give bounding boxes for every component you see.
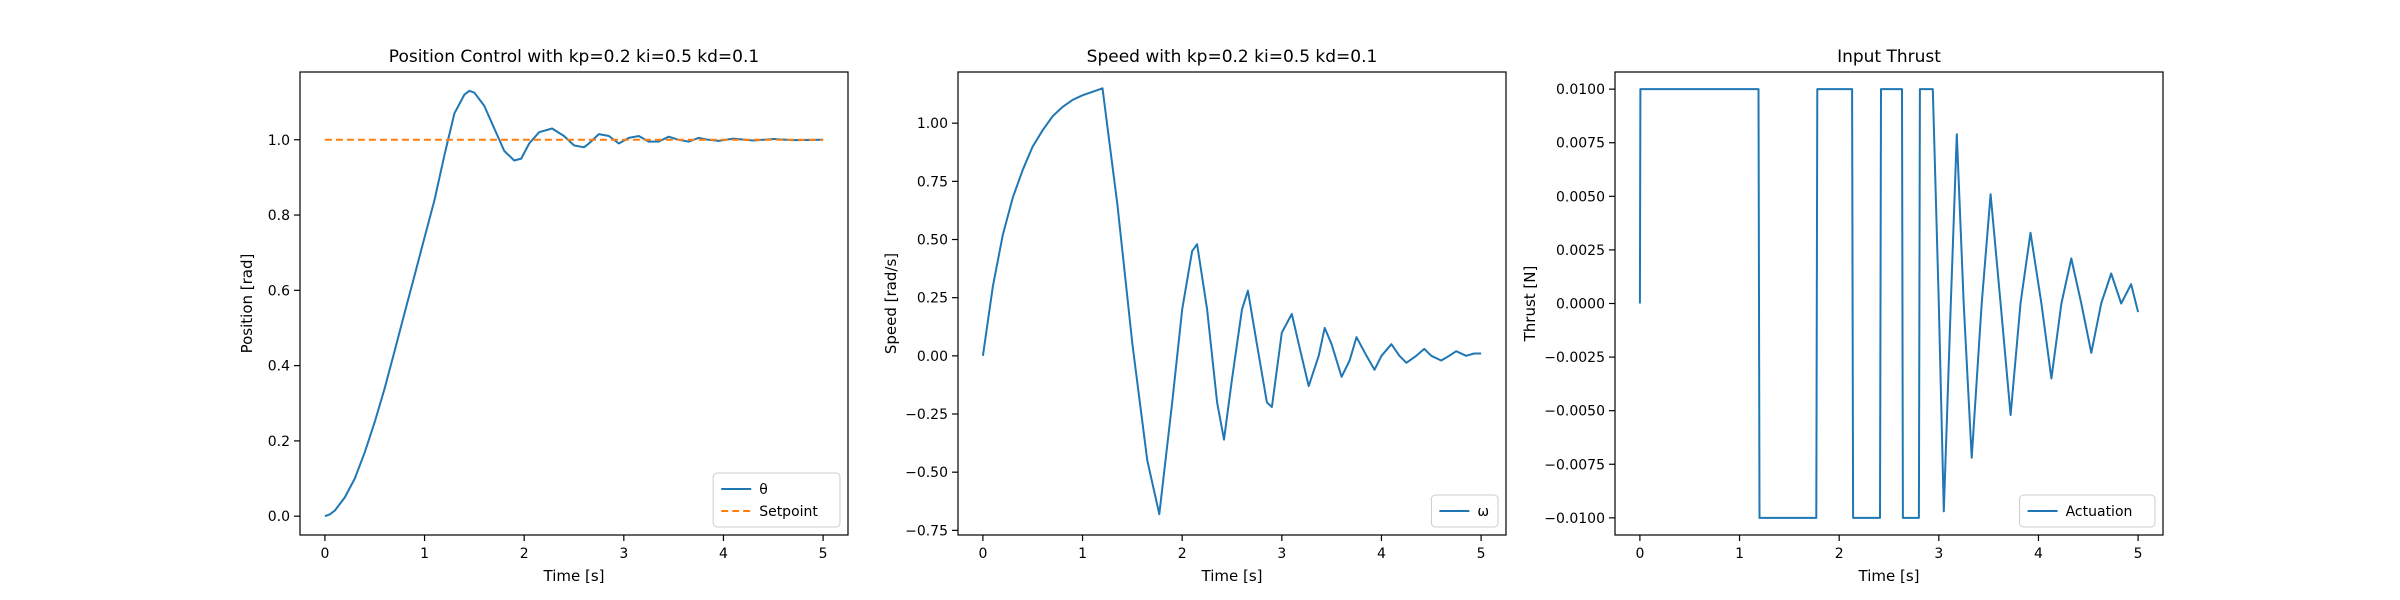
x-tick-label: 2 — [1178, 546, 1187, 562]
x-tick-label: 0 — [1635, 546, 1644, 562]
x-tick-label: 3 — [1277, 546, 1286, 562]
x-axis-label: Time [s] — [1858, 567, 1920, 585]
y-tick-label: 0.6 — [268, 283, 290, 299]
chart-title: Speed with kp=0.2 ki=0.5 kd=0.1 — [1087, 47, 1378, 67]
y-tick-label: −0.50 — [905, 465, 948, 481]
y-tick-label: 1.00 — [917, 116, 948, 132]
series-line-1 — [324, 89, 824, 518]
legend-box — [712, 472, 841, 528]
x-tick-label: 3 — [1934, 546, 1943, 562]
y-tick-label: −0.0075 — [1544, 457, 1605, 473]
y-tick-label: 0.00 — [917, 349, 948, 365]
x-tick-label: 4 — [719, 546, 728, 562]
chart-panel-1: 0 1 2 3 4 5 0.0 0.2 0.4 0.6 0.8 1.0 Position Control… — [238, 47, 849, 585]
x-axis-label: Time [s] — [543, 567, 605, 585]
x-tick-label: 2 — [1835, 546, 1844, 562]
legend-label: ω — [1477, 504, 1489, 520]
legend: ω — [1430, 494, 1499, 528]
y-tick-label: 0.75 — [917, 174, 948, 190]
y-tick-label: 0.0 — [268, 509, 290, 525]
axes-frame — [299, 71, 849, 536]
y-tick-label: 1.0 — [268, 133, 290, 149]
x-tick-label: 2 — [520, 546, 529, 562]
y-tick-label: 0.0000 — [1556, 297, 1605, 313]
y-tick-label: −0.0100 — [1544, 511, 1605, 527]
legend-label: θ — [759, 482, 768, 498]
series-line-1 — [981, 87, 1482, 516]
x-tick-label: 1 — [1078, 546, 1087, 562]
y-tick-label: 0.50 — [917, 233, 948, 249]
x-tick-label: 4 — [1377, 546, 1386, 562]
y-tick-label: 0.0050 — [1556, 189, 1605, 205]
legend: Actuation — [2019, 494, 2156, 528]
chart-title: Position Control with kp=0.2 ki=0.5 kd=0… — [389, 47, 759, 67]
chart-panel-2: 0 1 2 3 4 5 −0.75 −0.50 −0.25 0.00 0.25 0.50 0.75 1.0… — [882, 47, 1507, 585]
x-tick-label: 1 — [1735, 546, 1744, 562]
y-tick-label: 0.4 — [268, 359, 290, 375]
legend-label: Actuation — [2066, 504, 2133, 520]
y-tick-label: 0.8 — [268, 208, 290, 224]
x-tick-label: 5 — [2134, 546, 2143, 562]
y-axis-label: Thrust [N] — [1521, 266, 1539, 343]
y-axis-label: Speed [rad/s] — [882, 253, 900, 354]
y-tick-label: 0.0100 — [1556, 82, 1605, 98]
y-tick-label: 0.0025 — [1556, 243, 1605, 259]
axes-frame — [957, 71, 1507, 536]
legend-box — [2019, 494, 2156, 528]
x-tick-label: 0 — [320, 546, 329, 562]
y-tick-label: 0.25 — [917, 291, 948, 307]
y-axis-label: Position [rad] — [238, 254, 256, 354]
chart-title: Input Thrust — [1837, 47, 1941, 67]
x-tick-label: 5 — [819, 546, 828, 562]
x-tick-label: 1 — [420, 546, 429, 562]
x-tick-label: 0 — [978, 546, 987, 562]
y-tick-label: −0.75 — [905, 523, 948, 539]
series-line-1 — [1638, 88, 2140, 519]
x-axis-label: Time [s] — [1201, 567, 1263, 585]
y-tick-label: −0.0050 — [1544, 404, 1605, 420]
y-tick-label: 0.0075 — [1556, 136, 1605, 152]
legend: θ Setpoint — [712, 472, 841, 528]
x-tick-label: 4 — [2034, 546, 2043, 562]
x-tick-label: 5 — [1477, 546, 1486, 562]
legend-label: Setpoint — [759, 504, 818, 520]
x-tick-label: 3 — [619, 546, 628, 562]
y-tick-label: −0.0025 — [1544, 350, 1605, 366]
y-tick-label: −0.25 — [905, 407, 948, 423]
chart-panel-3: 0 1 2 3 4 5 −0.0100 −0.0075 −0.0050 −0.0025 0.0000… — [1521, 47, 2164, 585]
y-tick-label: 0.2 — [268, 434, 290, 450]
